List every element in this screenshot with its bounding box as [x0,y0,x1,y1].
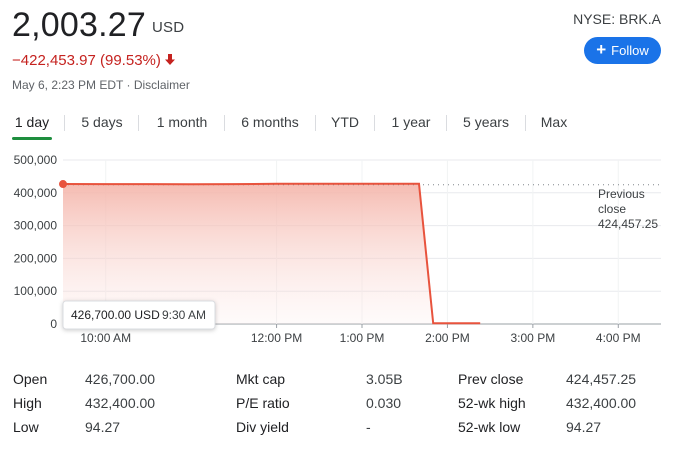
tab-1-month[interactable]: 1 month [152,106,212,138]
x-tick-label: 1:00 PM [340,331,385,345]
stat-value-open: 426,700.00 [85,371,156,387]
tab-ytd[interactable]: YTD [328,106,362,138]
stat-value-52wk-high: 432,400.00 [566,395,637,411]
x-tick-label: 3:00 PM [511,331,556,345]
stat-value-div-yield: - [366,419,371,435]
price-chart[interactable]: 500,000 400,000 300,000 200,000 100,000 0 10:… [0,148,692,352]
ticker-symbol: NYSE: BRK.A [573,11,661,27]
tab-max[interactable]: Max [538,106,570,138]
x-tick-label: 12:00 PM [251,331,302,345]
stat-value-low: 94.27 [85,419,121,435]
y-tick-label: 400,000 [14,186,58,200]
stat-value-mkt-cap: 3.05B [366,371,403,387]
stat-label-div-yield: Div yield [236,419,289,435]
previous-close-label: Previous close 424,457.25 [598,187,658,231]
x-tick-label: 2:00 PM [425,331,470,345]
tab-5-years[interactable]: 5 years [459,106,513,138]
stat-value-52wk-low: 94.27 [566,419,602,435]
previous-close-label-line: close [598,202,626,216]
stat-label-open: Open [13,371,48,387]
stat-label-52wk-high: 52-wk high [458,395,526,411]
tab-label: YTD [331,114,359,130]
price-value: 2,003.27 [12,6,146,44]
tab-label: 1 day [14,114,50,130]
y-tick-label: 300,000 [14,219,58,233]
tab-label: Max [540,114,568,130]
arrow-down-icon [164,52,175,69]
current-price: 2,003.27 USD [12,6,184,45]
tab-1-day[interactable]: 1 day [12,106,52,140]
y-tick-label: 100,000 [14,284,58,298]
y-tick-label: 500,000 [14,153,58,167]
stat-label-mkt-cap: Mkt cap [236,371,286,387]
currency-label: USD [151,19,185,36]
tab-5-days[interactable]: 5 days [78,106,126,138]
stat-value-pe-ratio: 0.030 [366,395,402,411]
tooltip-value: 426,700.00 USD [71,308,160,322]
price-area [63,183,481,324]
tab-label: 6 months [241,114,299,130]
y-tick-label: 0 [50,317,57,331]
tab-6-months[interactable]: 6 months [237,106,303,138]
tab-divider [315,115,316,131]
follow-button[interactable]: + Follow [584,37,661,64]
tab-divider [224,115,225,131]
stat-label-low: Low [13,419,39,435]
tab-divider [446,115,447,131]
change-value: −422,453.97 (99.53%) [12,52,161,69]
price-line [62,182,481,325]
tab-label: 5 years [463,114,509,130]
tab-1-year[interactable]: 1 year [388,106,434,138]
stat-value-prev-close: 424,457.25 [566,371,637,387]
quote-timestamp: May 6, 2:23 PM EDT · Disclaimer [12,78,190,92]
x-tick-label: 4:00 PM [596,331,641,345]
stat-value-high: 432,400.00 [85,395,156,411]
tab-divider [138,115,139,131]
start-point[interactable] [59,180,67,189]
previous-close-value: 424,457.25 [598,217,658,231]
hover-tooltip: 426,700.00 USD 9:30 AM [62,300,216,330]
stat-label-pe-ratio: P/E ratio [236,395,290,411]
stat-label-52wk-low: 52-wk low [458,419,521,435]
tab-label: 5 days [81,114,123,130]
price-change: −422,453.97 (99.53%) [12,52,175,69]
stat-label-prev-close: Prev close [458,371,524,387]
tab-label: 1 year [391,114,431,130]
previous-close-label-line: Previous [598,187,645,201]
y-tick-label: 200,000 [14,251,58,265]
follow-label: Follow [611,43,649,58]
x-tick-label: 10:00 AM [80,331,131,345]
stat-label-high: High [13,395,42,411]
tab-divider [525,115,526,131]
time-range-tabs: 1 day 5 days 1 month 6 months YTD 1 year… [0,106,692,142]
tab-label: 1 month [156,114,208,130]
plus-icon: + [596,40,607,59]
tooltip-time: 9:30 AM [162,308,206,322]
tab-divider [64,115,65,131]
tab-divider [374,115,375,131]
